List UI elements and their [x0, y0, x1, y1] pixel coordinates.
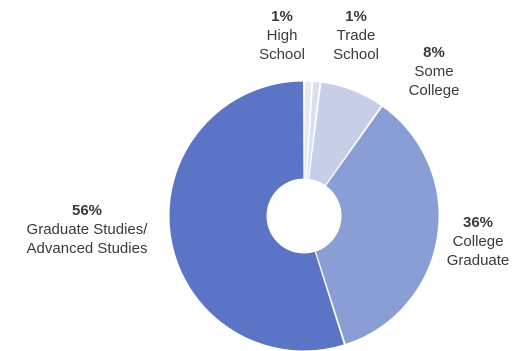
- slice-percent-college-graduate: 36%: [463, 214, 493, 231]
- slice-label-graduate-studies-advanced-studies: 56% Graduate Studies/Advanced Studies: [27, 202, 149, 257]
- slice-percent-trade-school: 1%: [345, 8, 367, 25]
- slice-category-line: School: [333, 46, 379, 63]
- slice-percent-some-college: 8%: [423, 44, 445, 61]
- slice-category-line: School: [259, 46, 305, 63]
- slice-label-high-school: 1% High School: [259, 8, 305, 63]
- slice-label-trade-school: 1% Trade School: [333, 8, 379, 63]
- slice-category-line: Advanced Studies: [27, 240, 148, 257]
- slice-graduate-studies-advanced-studies: [168, 80, 346, 351]
- slice-label-some-college: 8% Some College: [409, 44, 460, 99]
- slices-layer: [168, 80, 440, 351]
- slice-category-line: High: [267, 27, 298, 44]
- slice-college-graduate: [314, 105, 440, 346]
- slice-category-line: College: [409, 82, 460, 99]
- slice-label-college-graduate: 36% College Graduate: [447, 214, 510, 269]
- slice-category-line: Some: [414, 63, 453, 80]
- slice-percent-high-school: 1%: [271, 8, 293, 25]
- slice-category-line: Graduate Studies/: [27, 221, 149, 238]
- slice-category-line: Graduate: [447, 252, 510, 269]
- slice-some-college: [308, 81, 383, 187]
- slice-percent-graduate-studies-advanced-studies: 56%: [72, 202, 102, 219]
- slice-category-line: Trade: [337, 27, 376, 44]
- slice-category-line: College: [453, 233, 504, 250]
